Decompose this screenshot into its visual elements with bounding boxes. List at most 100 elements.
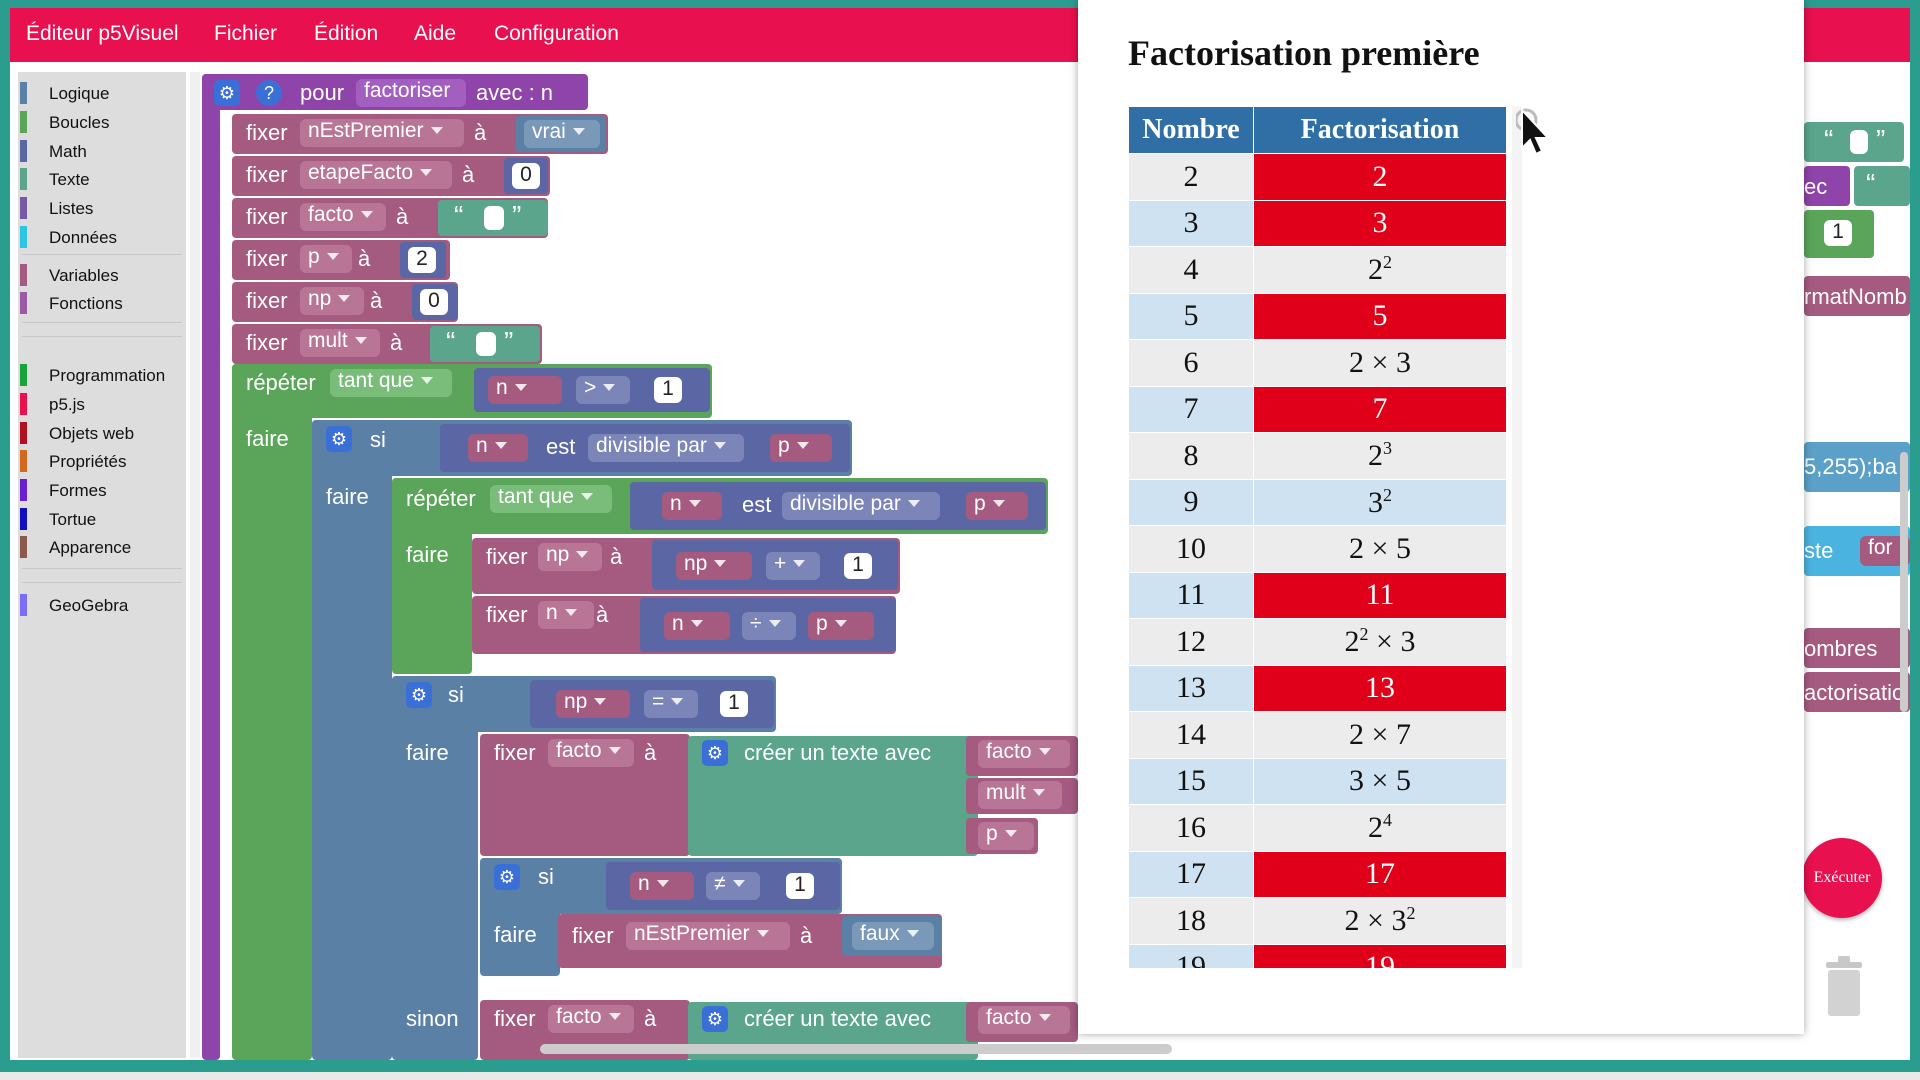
number-field[interactable]: 0 bbox=[420, 289, 448, 315]
block-peek[interactable]: rmatNomb bbox=[1804, 276, 1910, 316]
menu-aide[interactable]: Aide bbox=[414, 22, 457, 45]
menu-fichier[interactable]: Fichier bbox=[214, 22, 278, 45]
block-peek[interactable]: 5,255);ba bbox=[1804, 442, 1910, 492]
trash-icon[interactable] bbox=[1824, 956, 1864, 1016]
chevron-down-icon bbox=[580, 493, 593, 500]
gear-icon[interactable]: ⚙ bbox=[702, 1006, 728, 1032]
category-boucles[interactable]: Boucles bbox=[18, 109, 186, 135]
function-name-field[interactable]: factoriser bbox=[356, 79, 466, 107]
boolean-dropdown[interactable]: vrai bbox=[524, 120, 600, 148]
divisible-dropdown[interactable]: divisible par bbox=[782, 492, 940, 520]
workspace-scroll-horizontal[interactable] bbox=[540, 1044, 1172, 1054]
category-label: Listes bbox=[49, 199, 94, 218]
gear-icon[interactable]: ⚙ bbox=[326, 426, 352, 452]
category-programmation[interactable]: Programmation bbox=[18, 362, 186, 388]
category-fonctions[interactable]: Fonctions bbox=[18, 290, 186, 316]
text-field-empty[interactable] bbox=[484, 206, 504, 230]
category-math[interactable]: Math bbox=[18, 138, 186, 164]
category-proprietes[interactable]: Propriétés bbox=[18, 448, 186, 474]
number-field[interactable]: 1 bbox=[1824, 220, 1852, 246]
block-peek[interactable]: actorisatio bbox=[1804, 672, 1910, 712]
var-dropdown-n[interactable]: n bbox=[630, 872, 694, 900]
var-dropdown-p[interactable]: p bbox=[978, 822, 1034, 850]
gear-icon[interactable]: ⚙ bbox=[214, 80, 240, 106]
block-peek[interactable]: ec bbox=[1804, 166, 1850, 206]
help-icon[interactable]: ? bbox=[256, 80, 282, 106]
var-dropdown-n[interactable]: n bbox=[468, 434, 528, 462]
operator-dropdown[interactable]: > bbox=[576, 376, 630, 404]
table-row: 4 22 bbox=[1128, 246, 1507, 294]
var-dropdown-mult[interactable]: mult bbox=[978, 781, 1062, 809]
var-dropdown-facto[interactable]: facto bbox=[978, 1006, 1070, 1034]
var-dropdown-p[interactable]: p bbox=[300, 245, 352, 273]
var-dropdown-facto[interactable]: facto bbox=[300, 203, 386, 231]
operator-dropdown[interactable]: ≠ bbox=[706, 872, 760, 900]
var-dropdown-p[interactable]: p bbox=[808, 612, 874, 640]
app-title[interactable]: Éditeur p5Visuel bbox=[26, 22, 179, 45]
while-mode-dropdown[interactable]: tant que bbox=[490, 485, 612, 513]
text-field-empty[interactable] bbox=[476, 332, 496, 356]
var-dropdown-p[interactable]: p bbox=[966, 492, 1028, 520]
fixer-label: fixer bbox=[486, 544, 528, 569]
category-texte[interactable]: Texte bbox=[18, 166, 186, 192]
number-field[interactable]: 2 bbox=[408, 247, 436, 273]
var-dropdown-nestpremier[interactable]: nEstPremier bbox=[626, 922, 790, 950]
create-text-block[interactable] bbox=[688, 736, 978, 856]
table-scrollbar[interactable] bbox=[1512, 106, 1522, 968]
number-field[interactable]: 0 bbox=[512, 163, 540, 189]
workspace-scroll-right[interactable] bbox=[1900, 452, 1908, 712]
operator-dropdown[interactable]: ÷ bbox=[742, 612, 796, 640]
operator-dropdown[interactable]: + bbox=[766, 552, 820, 580]
text-block-peek[interactable]: “ bbox=[1854, 166, 1910, 206]
menu-edition[interactable]: Édition bbox=[314, 22, 379, 45]
workspace-scroll-left[interactable] bbox=[190, 72, 200, 1058]
category-listes[interactable]: Listes bbox=[18, 195, 186, 221]
var-name: facto bbox=[986, 740, 1032, 763]
var-dropdown-facto[interactable]: facto bbox=[548, 739, 634, 767]
cell-factorization-prime: 11 bbox=[1253, 571, 1507, 619]
gear-icon[interactable]: ⚙ bbox=[406, 682, 432, 708]
var-dropdown-np[interactable]: np bbox=[676, 552, 752, 580]
category-geogebra[interactable]: GeoGebra bbox=[18, 592, 186, 618]
category-p5js[interactable]: p5.js bbox=[18, 391, 186, 417]
menu-configuration[interactable]: Configuration bbox=[494, 22, 619, 45]
var-dropdown-facto[interactable]: facto bbox=[548, 1005, 634, 1033]
block-peek[interactable]: ombres bbox=[1804, 628, 1910, 668]
category-donnees[interactable]: Données bbox=[18, 224, 186, 250]
text-field-empty[interactable] bbox=[1850, 130, 1868, 154]
var-dropdown-facto[interactable]: facto bbox=[978, 740, 1070, 768]
var-dropdown-n[interactable]: n bbox=[664, 612, 730, 640]
operator-dropdown[interactable]: = bbox=[644, 690, 698, 718]
number-field[interactable]: 1 bbox=[786, 873, 814, 899]
var-dropdown-nestpremier[interactable]: nEstPremier bbox=[300, 119, 464, 147]
var-dropdown-etapefacto[interactable]: etapeFacto bbox=[300, 161, 452, 189]
number-field[interactable]: 1 bbox=[654, 377, 682, 403]
category-label: Boucles bbox=[49, 113, 110, 132]
var-dropdown-n[interactable]: n bbox=[488, 376, 562, 404]
gear-icon[interactable]: ⚙ bbox=[702, 740, 728, 766]
var-dropdown-mult[interactable]: mult bbox=[300, 329, 380, 357]
number-field[interactable]: 1 bbox=[844, 553, 872, 579]
chevron-down-icon bbox=[326, 253, 339, 260]
var-dropdown-p[interactable]: p bbox=[770, 434, 832, 462]
block-peek[interactable]: 1 bbox=[1804, 210, 1874, 258]
number-field[interactable]: 1 bbox=[720, 691, 748, 717]
run-button[interactable]: Exécuter bbox=[1802, 838, 1882, 918]
gear-icon[interactable]: ⚙ bbox=[494, 864, 520, 890]
var-dropdown-n[interactable]: n bbox=[662, 492, 722, 520]
category-logique[interactable]: Logique bbox=[18, 80, 186, 106]
divisible-dropdown[interactable]: divisible par bbox=[588, 434, 744, 462]
category-objets-web[interactable]: Objets web bbox=[18, 420, 186, 446]
var-dropdown-np[interactable]: np bbox=[556, 690, 630, 718]
category-apparence[interactable]: Apparence bbox=[18, 534, 186, 560]
var-dropdown-np[interactable]: np bbox=[300, 287, 364, 315]
var-dropdown-n[interactable]: n bbox=[538, 601, 594, 629]
boolean-dropdown[interactable]: faux bbox=[852, 922, 934, 950]
category-formes[interactable]: Formes bbox=[18, 477, 186, 503]
block-peek[interactable]: ste for bbox=[1804, 526, 1910, 576]
text-block-peek[interactable]: “ ” bbox=[1804, 122, 1904, 162]
category-variables[interactable]: Variables bbox=[18, 262, 186, 288]
while-mode-dropdown[interactable]: tant que bbox=[330, 369, 452, 397]
var-dropdown-np[interactable]: np bbox=[538, 543, 602, 571]
category-tortue[interactable]: Tortue bbox=[18, 506, 186, 532]
